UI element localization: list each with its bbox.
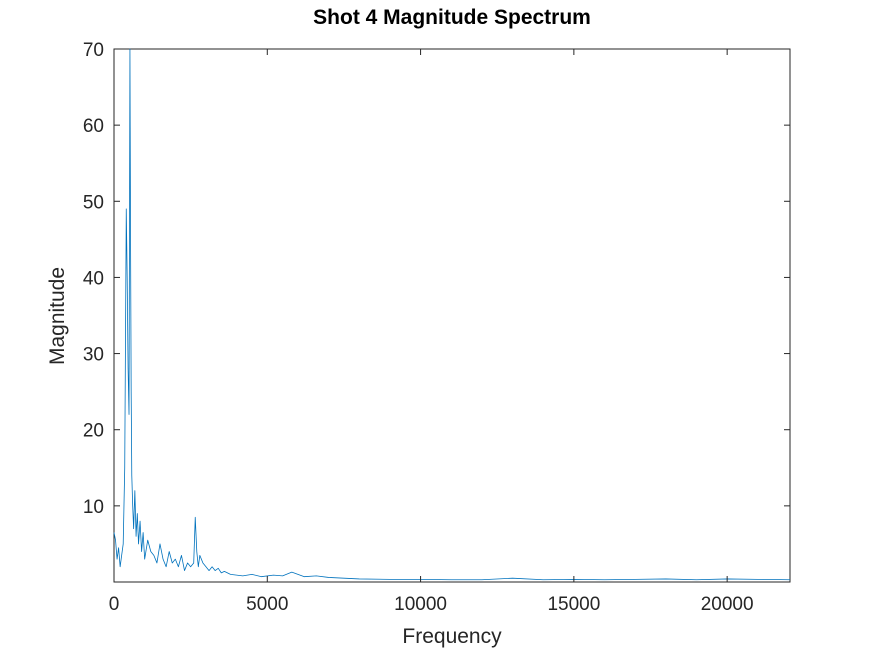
x-tick-label: 10000: [394, 594, 447, 615]
y-axis-label: Magnitude: [46, 267, 69, 365]
chart-title: Shot 4 Magnitude Spectrum: [313, 6, 591, 29]
x-tick-label: 20000: [701, 594, 754, 615]
y-tick-label: 30: [83, 345, 104, 366]
x-tick-label: 15000: [547, 594, 600, 615]
y-tick-label: 50: [83, 192, 104, 213]
axes-box: [113, 48, 791, 583]
y-tick-label: 40: [83, 268, 104, 289]
x-tick-label: 5000: [246, 594, 288, 615]
y-tick-label: 20: [83, 421, 104, 442]
plot-area: [113, 48, 791, 583]
magnitude-series-line: [113, 48, 791, 581]
y-tick-label: 60: [83, 116, 104, 137]
y-tick-label: 70: [83, 40, 104, 61]
x-tick-label: 0: [109, 594, 120, 615]
x-axis-ticks: 0 5000 10000 15000 20000: [109, 49, 754, 615]
x-axis-label: Frequency: [402, 625, 502, 648]
y-axis-ticks: 10 20 30 40 50 60 70: [83, 40, 790, 518]
y-tick-label: 10: [83, 497, 104, 518]
